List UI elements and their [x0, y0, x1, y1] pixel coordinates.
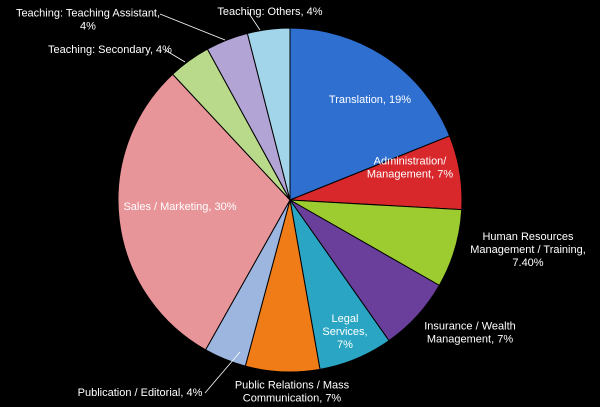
slice-label: Human Resources Management / Training, 7.4…: [470, 231, 586, 269]
label-line: Services,: [322, 326, 367, 338]
leader-line: [159, 13, 226, 41]
pie-slice: [246, 27, 291, 201]
slice-label: Publication / Editorial, 4%: [78, 387, 203, 399]
pie-slice: [289, 27, 451, 201]
label-line: Insurance / Wealth: [424, 320, 516, 332]
label-line: 7.40%: [512, 257, 543, 269]
label-line: 7%: [337, 339, 353, 351]
label-line: Sales / Marketing, 30%: [123, 201, 236, 213]
slice-label: Sales / Marketing, 30%: [123, 201, 236, 213]
slice-label: Legal Services, 7%: [322, 313, 367, 351]
slice-label: Teaching: Others, 4%: [217, 6, 322, 18]
leader-line: [247, 11, 261, 31]
slice-label: Translation, 19%: [329, 94, 411, 106]
label-line: Administration/: [374, 155, 448, 167]
label-line: Management, 7%: [367, 168, 453, 180]
pie-slice: [117, 73, 291, 351]
label-line: Management / Training,: [470, 244, 586, 256]
label-line: Management, 7%: [427, 333, 513, 345]
leader-line: [164, 49, 186, 63]
label-line: Translation, 19%: [329, 94, 411, 106]
label-line: Public Relations / Mass: [235, 379, 350, 391]
slice-label: Public Relations / Mass Communication, 7%: [235, 379, 350, 404]
label-line: Communication, 7%: [243, 392, 342, 404]
slice-label: Teaching: Teaching Assistant, 4%: [16, 7, 160, 32]
label-line: Teaching: Others, 4%: [217, 6, 322, 18]
slice-label: Insurance / Wealth Management, 7%: [424, 320, 516, 345]
label-line: 4%: [80, 20, 96, 32]
label-line: Legal: [332, 313, 359, 325]
label-line: Teaching: Secondary, 4%: [48, 44, 172, 56]
slice-label: Teaching: Secondary, 4%: [48, 44, 172, 56]
label-line: Human Resources: [482, 231, 574, 243]
slice-label: Administration/Management, 7%: [367, 155, 453, 180]
label-line: Teaching: Teaching Assistant,: [16, 7, 160, 19]
leader-line: [204, 351, 241, 394]
label-line: Publication / Editorial, 4%: [78, 387, 203, 399]
